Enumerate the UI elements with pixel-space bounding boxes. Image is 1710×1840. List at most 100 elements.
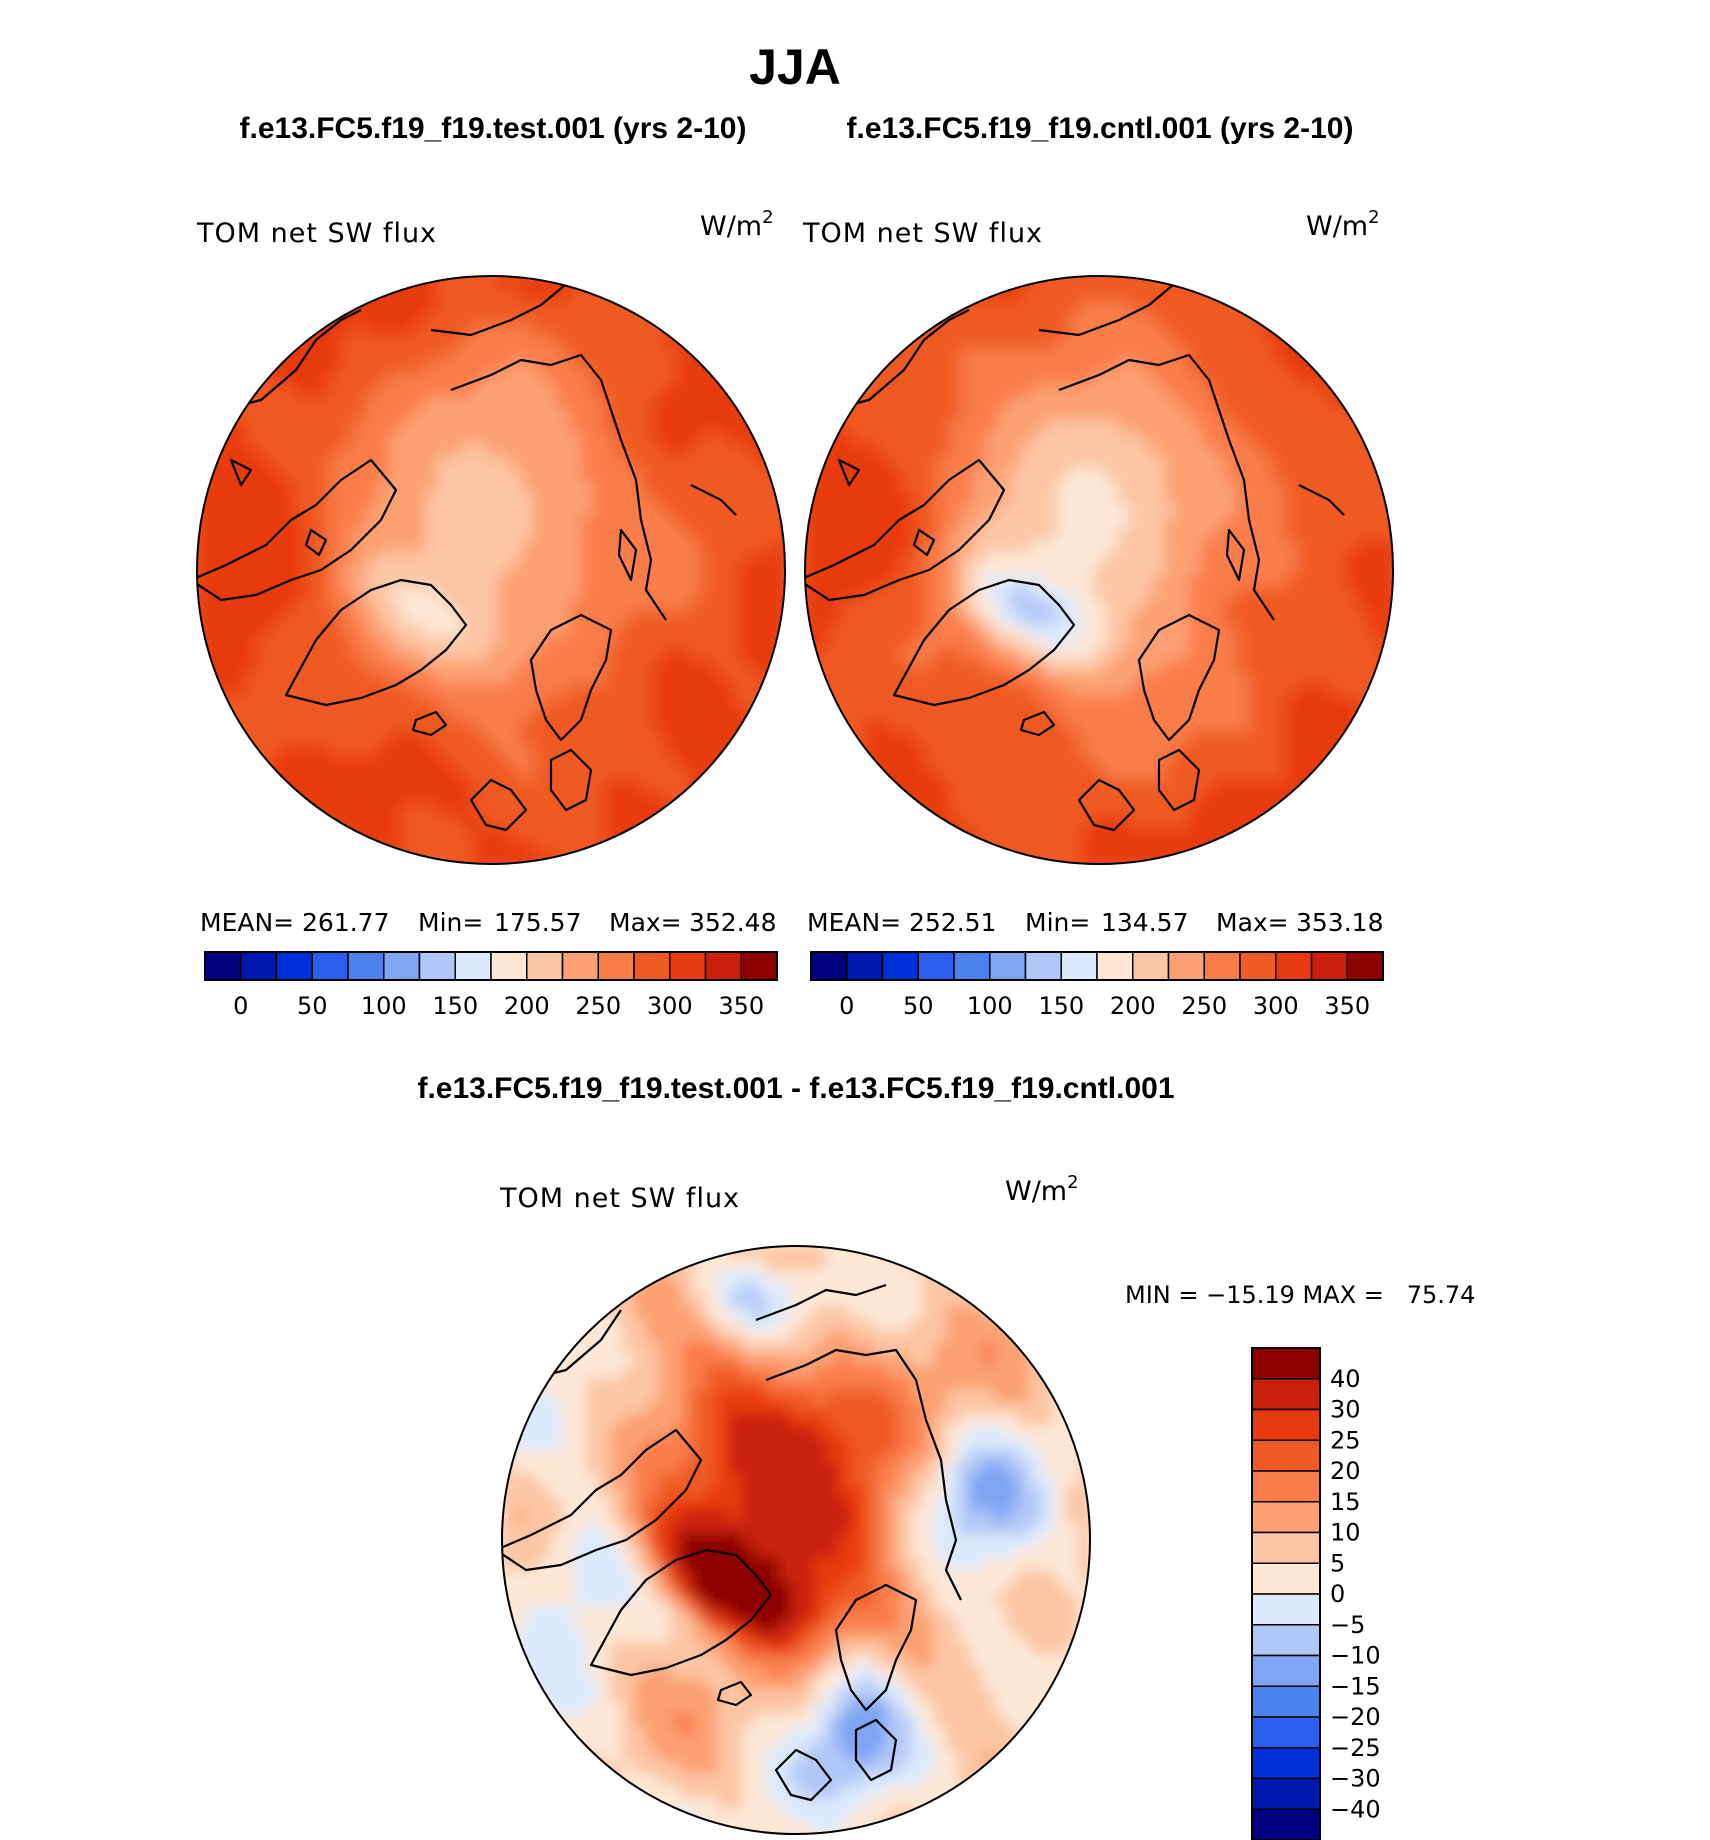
field-cell-test xyxy=(653,744,666,757)
field-cell-test xyxy=(629,444,642,457)
field-cell-test xyxy=(605,600,618,613)
coastline-cntl-9 xyxy=(1225,528,1246,582)
field-cell-diff xyxy=(886,1474,899,1487)
field-cell-test xyxy=(569,396,582,409)
field-cell-test xyxy=(665,552,678,565)
field-cell-test xyxy=(257,408,270,421)
field-cell-test xyxy=(533,492,546,505)
field-cell-test xyxy=(569,564,582,577)
field-cell-test xyxy=(389,420,402,433)
field-cell-cntl xyxy=(1201,492,1214,505)
field-cell-cntl xyxy=(1273,492,1286,505)
field-cell-cntl xyxy=(1129,516,1142,529)
field-cell-test xyxy=(569,672,582,685)
field-cell-diff xyxy=(1030,1462,1043,1475)
field-cell-cntl xyxy=(1105,588,1118,601)
field-cell-cntl xyxy=(1129,324,1142,337)
field-cell-test xyxy=(281,360,294,373)
field-cell-diff xyxy=(982,1378,995,1391)
field-cell-test xyxy=(581,660,594,673)
field-cell-test xyxy=(617,792,630,805)
field-cell-test xyxy=(605,780,618,793)
field-cell-test xyxy=(605,612,618,625)
field-cell-cntl xyxy=(901,432,914,445)
field-cell-diff xyxy=(586,1402,599,1415)
field-cell-cntl xyxy=(1021,756,1034,769)
field-cell-test xyxy=(413,336,426,349)
field-cell-test xyxy=(233,396,246,409)
field-cell-test xyxy=(473,576,486,589)
field-cell-test xyxy=(401,660,414,673)
field-cell-diff xyxy=(670,1354,683,1367)
field-cell-cntl xyxy=(1057,312,1070,325)
field-cell-test xyxy=(293,348,306,361)
field-cell-test xyxy=(377,624,390,637)
field-cell-test xyxy=(293,480,306,493)
field-cell-cntl xyxy=(1273,732,1286,745)
field-cell-diff xyxy=(622,1474,635,1487)
field-cell-cntl xyxy=(865,720,878,733)
field-cell-test xyxy=(605,456,618,469)
field-cell-cntl xyxy=(961,840,974,853)
field-cell-cntl xyxy=(937,408,950,421)
field-cell-test xyxy=(293,780,306,793)
field-cell-test xyxy=(269,720,282,733)
field-cell-test xyxy=(485,312,498,325)
field-cell-test xyxy=(569,480,582,493)
field-cell-diff xyxy=(670,1294,683,1307)
field-cell-test xyxy=(329,540,342,553)
field-cell-cntl xyxy=(949,684,962,697)
field-cell-test xyxy=(317,360,330,373)
field-cell-test xyxy=(689,588,702,601)
field-cell-test xyxy=(485,744,498,757)
colorbar-box-test xyxy=(454,951,492,981)
field-cell-test xyxy=(209,636,222,649)
field-cell-test xyxy=(689,336,702,349)
field-cell-diff xyxy=(910,1414,923,1427)
field-cell-test xyxy=(401,708,414,721)
field-cell-diff xyxy=(646,1486,659,1499)
field-cell-cntl xyxy=(1177,492,1190,505)
field-cell-test xyxy=(257,636,270,649)
field-cell-test xyxy=(497,660,510,673)
field-cell-diff xyxy=(886,1378,899,1391)
field-cell-cntl xyxy=(1105,828,1118,841)
field-cell-test xyxy=(281,660,294,673)
field-cell-test xyxy=(569,288,582,301)
field-cell-test xyxy=(305,576,318,589)
field-cell-test xyxy=(461,396,474,409)
field-cell-cntl xyxy=(1153,432,1166,445)
field-cell-test xyxy=(293,768,306,781)
field-cell-cntl xyxy=(1321,564,1334,577)
field-cell-cntl xyxy=(1273,384,1286,397)
field-cell-cntl xyxy=(1153,540,1166,553)
field-cell-test xyxy=(485,516,498,529)
field-cell-cntl xyxy=(1285,792,1298,805)
field-cell-cntl xyxy=(1021,336,1034,349)
field-cell-cntl xyxy=(1033,684,1046,697)
field-cell-diff xyxy=(586,1426,599,1439)
field-cell-diff xyxy=(790,1474,803,1487)
coastline-test-0 xyxy=(284,578,468,707)
field-cell-diff xyxy=(754,1354,767,1367)
field-cell-cntl xyxy=(1285,732,1298,745)
field-cell-test xyxy=(413,636,426,649)
field-cell-test xyxy=(689,528,702,541)
field-cell-cntl xyxy=(1009,636,1022,649)
field-cell-diff xyxy=(718,1294,731,1307)
field-cell-cntl xyxy=(1033,792,1046,805)
field-cell-test xyxy=(221,600,234,613)
field-cell-cntl xyxy=(1069,288,1082,301)
field-cell-diff xyxy=(838,1390,851,1403)
field-cell-cntl xyxy=(1333,720,1346,733)
field-cell-test xyxy=(377,408,390,421)
field-cell-cntl xyxy=(1033,432,1046,445)
field-cell-cntl xyxy=(1297,384,1310,397)
field-cell-diff xyxy=(646,1294,659,1307)
field-cell-cntl xyxy=(1021,768,1034,781)
field-cell-cntl xyxy=(1345,468,1358,481)
field-cell-cntl xyxy=(961,468,974,481)
field-cell-test xyxy=(341,636,354,649)
field-cell-test xyxy=(485,468,498,481)
field-cell-test xyxy=(485,732,498,745)
